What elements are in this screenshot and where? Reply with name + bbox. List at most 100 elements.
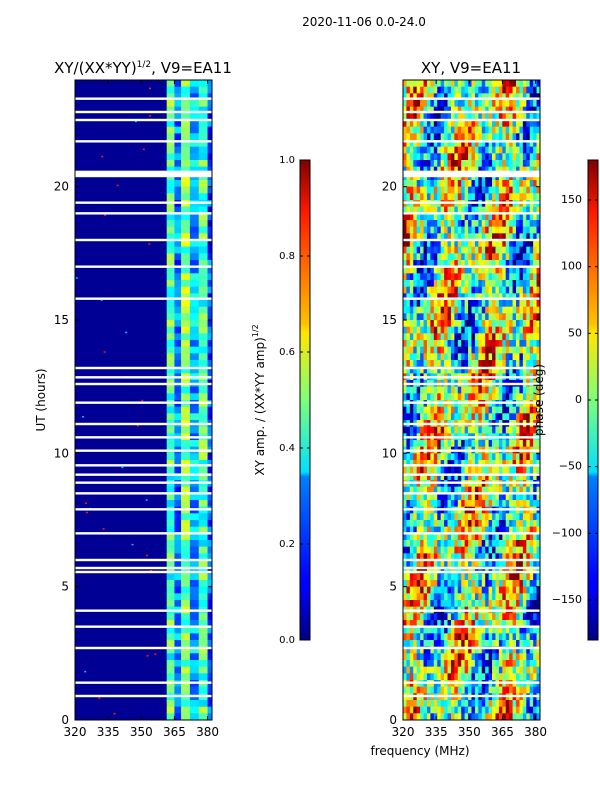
right-heat-cell xyxy=(444,573,448,581)
amp-colorbar-label: XY amp. / (XX*YY amp)1/2 xyxy=(251,324,267,475)
right-heat-cell xyxy=(426,533,431,541)
right-heat-cell xyxy=(403,186,407,194)
left-heat-cell xyxy=(198,386,208,394)
right-heat-cell xyxy=(471,80,476,87)
right-heat-cell xyxy=(529,220,534,227)
right-heat-cell xyxy=(474,240,479,247)
right-heat-cell xyxy=(488,313,493,321)
right-heat-cell xyxy=(512,526,517,534)
left-heat-cell xyxy=(207,120,212,127)
left-heat-cell xyxy=(207,406,212,414)
right-heat-cell xyxy=(516,320,520,327)
left-heat-cell xyxy=(189,566,200,574)
right-heat-cell xyxy=(457,406,462,414)
right-heat-cell xyxy=(406,280,411,287)
right-heat-cell xyxy=(474,226,479,234)
right-heat-cell xyxy=(444,273,448,281)
right-heat-cell xyxy=(498,313,503,321)
right-heat-cell xyxy=(533,633,537,641)
right-heat-cell xyxy=(533,120,537,127)
left-heat-cell xyxy=(207,706,212,714)
left-heat-cell xyxy=(166,273,175,281)
right-heat-cell xyxy=(529,140,534,147)
right-heat-cell xyxy=(509,120,513,127)
left-heat-cell xyxy=(198,653,208,661)
right-heat-cell xyxy=(502,553,507,561)
right-heat-cell xyxy=(512,346,517,354)
right-heat-cell xyxy=(505,293,510,301)
right-heat-cell xyxy=(536,666,540,674)
left-heat-cell xyxy=(181,573,191,581)
right-heat-cell xyxy=(536,640,540,647)
left-heat-cell xyxy=(181,640,191,647)
right-heat-cell xyxy=(529,340,534,347)
right-heat-cell xyxy=(447,140,452,147)
right-heat-cell xyxy=(403,686,407,694)
left-heat-cell xyxy=(198,333,208,341)
right-heat-cell xyxy=(488,280,493,287)
right-heat-cell xyxy=(440,660,445,667)
right-heat-cell xyxy=(526,426,531,434)
right-heat-cell xyxy=(488,426,493,434)
right-heat-cell xyxy=(430,333,435,341)
right-heat-cell xyxy=(536,573,540,581)
right-heat-cell xyxy=(430,526,435,534)
left-heat-cell xyxy=(174,466,182,474)
right-heat-cell xyxy=(488,466,493,474)
right-heat-cell xyxy=(481,166,486,174)
right-heat-cell xyxy=(444,106,448,114)
left-heat-cell xyxy=(174,426,182,434)
right-heat-cell xyxy=(461,240,465,247)
right-heat-cell xyxy=(492,460,496,467)
right-heat-cell xyxy=(505,700,510,707)
right-heat-cell xyxy=(471,326,476,334)
right-heat-cell xyxy=(474,206,479,214)
right-heat-cell xyxy=(526,80,531,87)
right-heat-cell xyxy=(437,180,441,187)
right-heat-cell xyxy=(426,113,431,121)
right-heat-cell xyxy=(457,80,462,87)
left-heat-cell xyxy=(174,613,182,621)
right-heat-cell xyxy=(430,600,435,607)
right-heat-cell xyxy=(450,160,455,167)
right-heat-cell xyxy=(413,320,417,327)
right-heat-cell xyxy=(450,106,455,114)
right-heat-cell xyxy=(437,673,441,681)
right-heat-cell xyxy=(478,366,483,374)
right-heat-cell xyxy=(488,613,493,621)
right-heat-cell xyxy=(403,393,407,401)
right-heat-cell xyxy=(426,513,431,521)
right-heat-cell xyxy=(433,133,438,141)
right-heat-cell xyxy=(533,160,537,167)
right-heat-cell xyxy=(498,660,503,667)
left-flag-gap xyxy=(75,532,212,535)
right-heat-cell xyxy=(409,386,414,394)
left-heat-speck xyxy=(104,214,107,216)
right-heat-cell xyxy=(440,666,445,674)
right-heat-cell xyxy=(481,340,486,347)
right-heat-cell xyxy=(406,166,411,174)
right-heat-cell xyxy=(485,206,489,214)
right-heat-cell xyxy=(437,666,441,674)
right-heat-cell xyxy=(406,520,411,527)
right-heat-cell xyxy=(536,613,540,621)
right-heat-cell xyxy=(498,100,503,107)
right-heat-cell xyxy=(454,126,459,134)
right-heat-cell xyxy=(522,473,527,481)
left-heat-cell xyxy=(181,266,191,274)
right-heat-cell xyxy=(526,560,531,567)
right-heat-cell xyxy=(509,280,513,287)
left-heat-cell xyxy=(198,600,208,607)
left-heat-cell xyxy=(181,260,191,267)
right-heat-cell xyxy=(502,426,507,434)
right-heat-cell xyxy=(502,580,507,587)
right-heat-cell xyxy=(481,113,486,121)
right-heat-cell xyxy=(471,220,476,227)
right-heat-cell xyxy=(454,86,459,94)
right-heat-cell xyxy=(447,613,452,621)
right-heat-cell xyxy=(488,320,493,327)
right-heat-cell xyxy=(413,560,417,567)
left-heat-cell xyxy=(207,286,212,294)
right-heat-cell xyxy=(413,100,417,107)
right-heat-cell xyxy=(505,626,510,634)
